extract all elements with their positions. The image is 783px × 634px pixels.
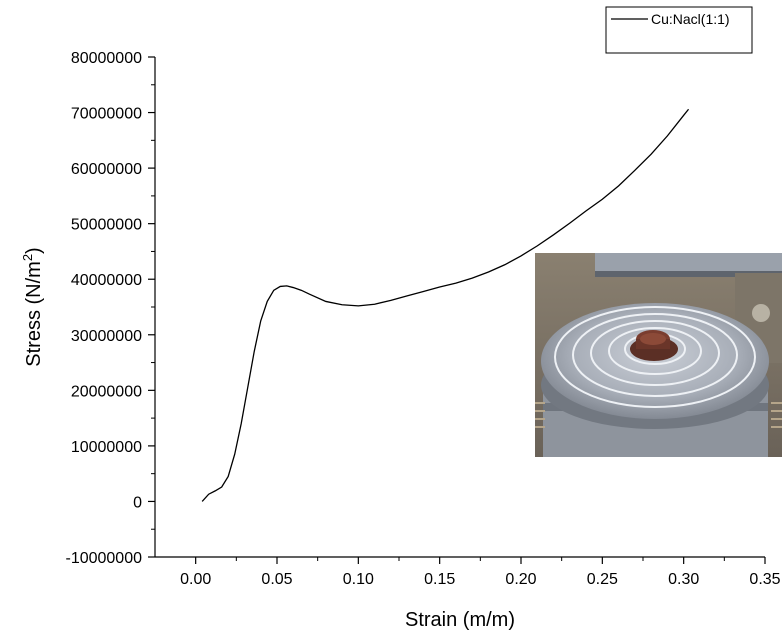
x-tick-label: 0.00 xyxy=(180,571,211,588)
x-tick-label: 0.35 xyxy=(749,571,780,588)
x-tick-label: 0.20 xyxy=(505,571,536,588)
x-tick-label: 0.15 xyxy=(424,571,455,588)
y-tick-label: 0 xyxy=(133,494,142,511)
y-ticks: -10000000 0 10000000 20000000 30000000 400000… xyxy=(65,50,155,567)
y-axis-title: Stress (N/m2) xyxy=(20,247,45,366)
y-tick-label: -10000000 xyxy=(65,550,142,567)
x-axis-title: Strain (m/m) xyxy=(405,609,515,631)
x-tick-label: 0.25 xyxy=(587,571,618,588)
y-tick-label: 40000000 xyxy=(71,272,142,289)
y-tick-label: 10000000 xyxy=(71,439,142,456)
y-tick-label: 60000000 xyxy=(71,161,142,178)
y-tick-label: 20000000 xyxy=(71,383,142,400)
x-tick-label: 0.10 xyxy=(343,571,374,588)
y-tick-label: 70000000 xyxy=(71,106,142,123)
inset-photo xyxy=(535,253,782,457)
x-tick-label: 0.05 xyxy=(261,571,292,588)
y-tick-label: 80000000 xyxy=(71,50,142,67)
legend-box xyxy=(605,6,753,54)
y-tick-label: 30000000 xyxy=(71,328,142,345)
x-ticks: 0.00 0.05 0.10 0.15 0.20 0.25 0.30 0.35 xyxy=(180,557,781,588)
legend: Cu:Nacl(1:1) xyxy=(605,6,753,54)
legend-label: Cu:Nacl(1:1) xyxy=(651,11,730,27)
y-tick-label: 50000000 xyxy=(71,217,142,234)
series-line-cu-nacl xyxy=(201,108,690,502)
x-tick-label: 0.30 xyxy=(668,571,699,588)
